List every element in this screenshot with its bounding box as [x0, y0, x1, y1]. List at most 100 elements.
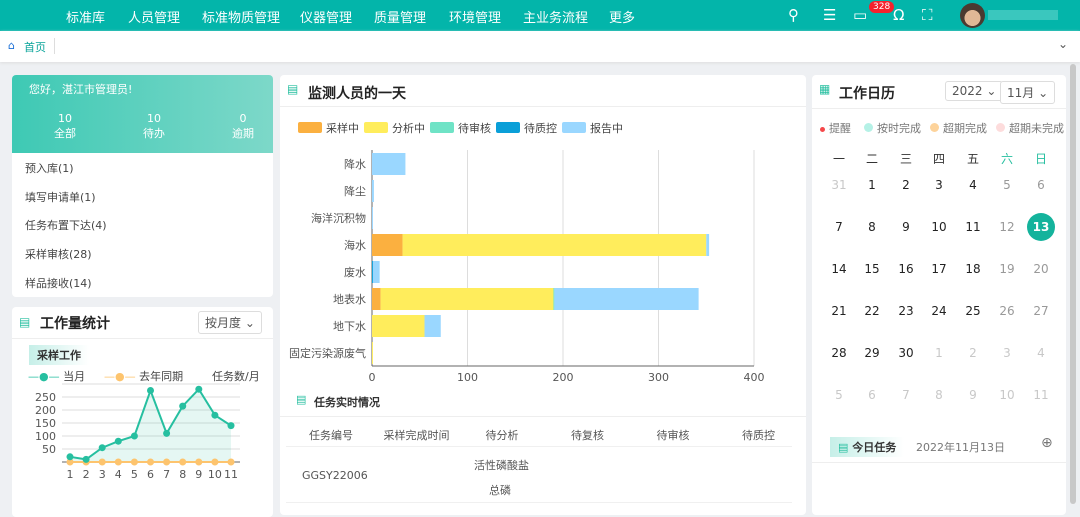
x-tick: 6	[147, 468, 154, 481]
calendar-day[interactable]: 4	[969, 178, 977, 192]
calendar-day[interactable]: 15	[864, 262, 880, 276]
search-icon[interactable]: ⚲	[788, 6, 799, 24]
calendar-day[interactable]: 27	[1033, 304, 1049, 318]
nav-item[interactable]: 人员管理	[128, 11, 181, 26]
month-select[interactable]: 11月 ⌄	[1000, 81, 1056, 104]
nav-item[interactable]: 环境管理	[449, 11, 502, 26]
calendar-day[interactable]: 14	[831, 262, 847, 276]
scrollbar[interactable]	[1070, 64, 1076, 504]
calendar-day[interactable]: 5	[835, 388, 843, 402]
calendar-day[interactable]: 7	[835, 220, 843, 234]
calendar-day[interactable]: 12	[999, 220, 1015, 234]
calendar-day[interactable]: 6	[1037, 178, 1045, 192]
calendar-day[interactable]: 10	[999, 388, 1015, 402]
data-point	[147, 458, 154, 466]
legend-current: —●— 当月	[28, 370, 86, 383]
calendar-day[interactable]: 17	[931, 262, 947, 276]
calendar-day[interactable]: 9	[902, 220, 910, 234]
weekday-header: 六	[1000, 152, 1013, 166]
calendar-day[interactable]: 26	[999, 304, 1015, 318]
legend-item[interactable]: 分析中	[364, 120, 425, 136]
calendar-day[interactable]: 31	[831, 178, 847, 192]
calendar-day[interactable]: 8	[935, 388, 943, 402]
calendar-day[interactable]: 5	[1003, 178, 1011, 192]
layers-icon[interactable]: ☰	[823, 6, 837, 24]
legend-item[interactable]: 待审核	[430, 120, 491, 136]
calendar-day[interactable]: 22	[864, 304, 880, 318]
nav-item[interactable]: 质量管理	[374, 11, 427, 26]
todo-item[interactable]: 预入库(1)	[25, 162, 74, 175]
calendar-day[interactable]: 3	[1003, 346, 1011, 360]
bar-segment	[554, 288, 699, 310]
calendar-day[interactable]: 16	[898, 262, 914, 276]
calendar-day[interactable]: 25	[965, 304, 981, 318]
area-current	[70, 389, 231, 462]
nav-item[interactable]: 仪器管理	[300, 11, 353, 26]
data-point	[179, 458, 187, 466]
calendar-day[interactable]: 10	[931, 220, 947, 234]
calendar-day[interactable]: 29	[864, 346, 880, 360]
nav-item[interactable]: 标准库	[66, 11, 106, 26]
calendar-legend: 按时完成	[864, 120, 921, 136]
period-select[interactable]: 按月度 ⌄	[198, 311, 262, 334]
todo-item[interactable]: 填写申请单(1)	[25, 190, 96, 204]
calendar-day[interactable]: 18	[965, 262, 981, 276]
x-tick: 0	[369, 371, 376, 384]
calendar-day[interactable]: 23	[898, 304, 914, 318]
calendar-day[interactable]: 6	[868, 388, 876, 402]
task-id-cell[interactable]: GGSY22006	[302, 469, 368, 482]
nav-item[interactable]: 更多	[609, 11, 636, 26]
fullscreen-icon[interactable]: ⛶	[922, 6, 933, 24]
calendar-day[interactable]: 2	[902, 178, 910, 192]
calendar-day[interactable]: 3	[935, 178, 943, 192]
calendar-day[interactable]: 8	[868, 220, 876, 234]
calendar-day[interactable]: 4	[1037, 346, 1045, 360]
today-date: 2022年11月13日	[916, 441, 1005, 454]
y-tick: 地表水	[333, 292, 366, 306]
calendar-day[interactable]: 20	[1033, 262, 1049, 276]
monitor-icon[interactable]: ▭	[853, 6, 868, 24]
chevron-down-icon[interactable]: ⌄	[1058, 37, 1069, 51]
analysis-item: 总磷	[489, 484, 511, 497]
monitor-title: 监测人员的一天	[308, 86, 406, 102]
stat-0[interactable]: 10 全部	[25, 111, 105, 141]
workload-title: 工作量统计	[40, 316, 110, 332]
calendar-day[interactable]: 1	[868, 178, 876, 192]
calendar-legend: 超期完成	[930, 120, 987, 136]
bar-segment	[706, 234, 710, 256]
avatar[interactable]	[960, 3, 985, 28]
y-tick: 海洋沉积物	[311, 211, 366, 225]
calendar-day[interactable]: 11	[965, 220, 981, 234]
omega-icon[interactable]: Ω	[893, 6, 905, 24]
stat-1[interactable]: 10 待办	[114, 111, 194, 141]
legend-item[interactable]: 报告中	[562, 120, 623, 136]
username-blurred	[988, 10, 1058, 20]
calendar-day[interactable]: 24	[931, 304, 947, 318]
legend-item[interactable]: 采样中	[298, 120, 359, 136]
nav-item[interactable]: 标准物质管理	[202, 11, 281, 26]
todo-item[interactable]: 任务布置下达(4)	[25, 219, 107, 233]
stat-2[interactable]: 0 逾期	[203, 111, 283, 141]
calendar-day[interactable]: 21	[831, 304, 847, 318]
calendar-day[interactable]: 30	[898, 346, 914, 360]
calendar-day[interactable]: 7	[902, 388, 910, 402]
data-point	[227, 458, 235, 466]
x-tick: 2	[83, 468, 90, 481]
breadcrumb-home[interactable]: 首页	[24, 41, 46, 54]
todo-item[interactable]: 样品接收(14)	[25, 276, 92, 290]
calendar-day[interactable]: 2	[969, 346, 977, 360]
calendar-day[interactable]: 11	[1033, 388, 1049, 402]
calendar-day[interactable]: 1	[935, 346, 943, 360]
calendar-day[interactable]: 19	[999, 262, 1015, 276]
nav-item[interactable]: 主业务流程	[523, 11, 589, 26]
calendar-day-selected[interactable]: 13	[1027, 213, 1055, 241]
workload-card: ▤ 工作量统计 按月度 ⌄ 采样工作 —●— 当月 —●— 去年同期 任务数/月	[12, 307, 273, 517]
calendar-day[interactable]: 28	[831, 346, 847, 360]
calendar-day[interactable]: 9	[969, 388, 977, 402]
year-select[interactable]: 2022 ⌄	[945, 81, 1004, 101]
todo-item[interactable]: 采样审核(28)	[25, 248, 92, 262]
data-point	[163, 458, 171, 466]
legend-item[interactable]: 待质控	[496, 120, 557, 136]
add-task-icon[interactable]: ⊕	[1041, 435, 1053, 451]
home-icon[interactable]: ⌂	[8, 39, 15, 52]
